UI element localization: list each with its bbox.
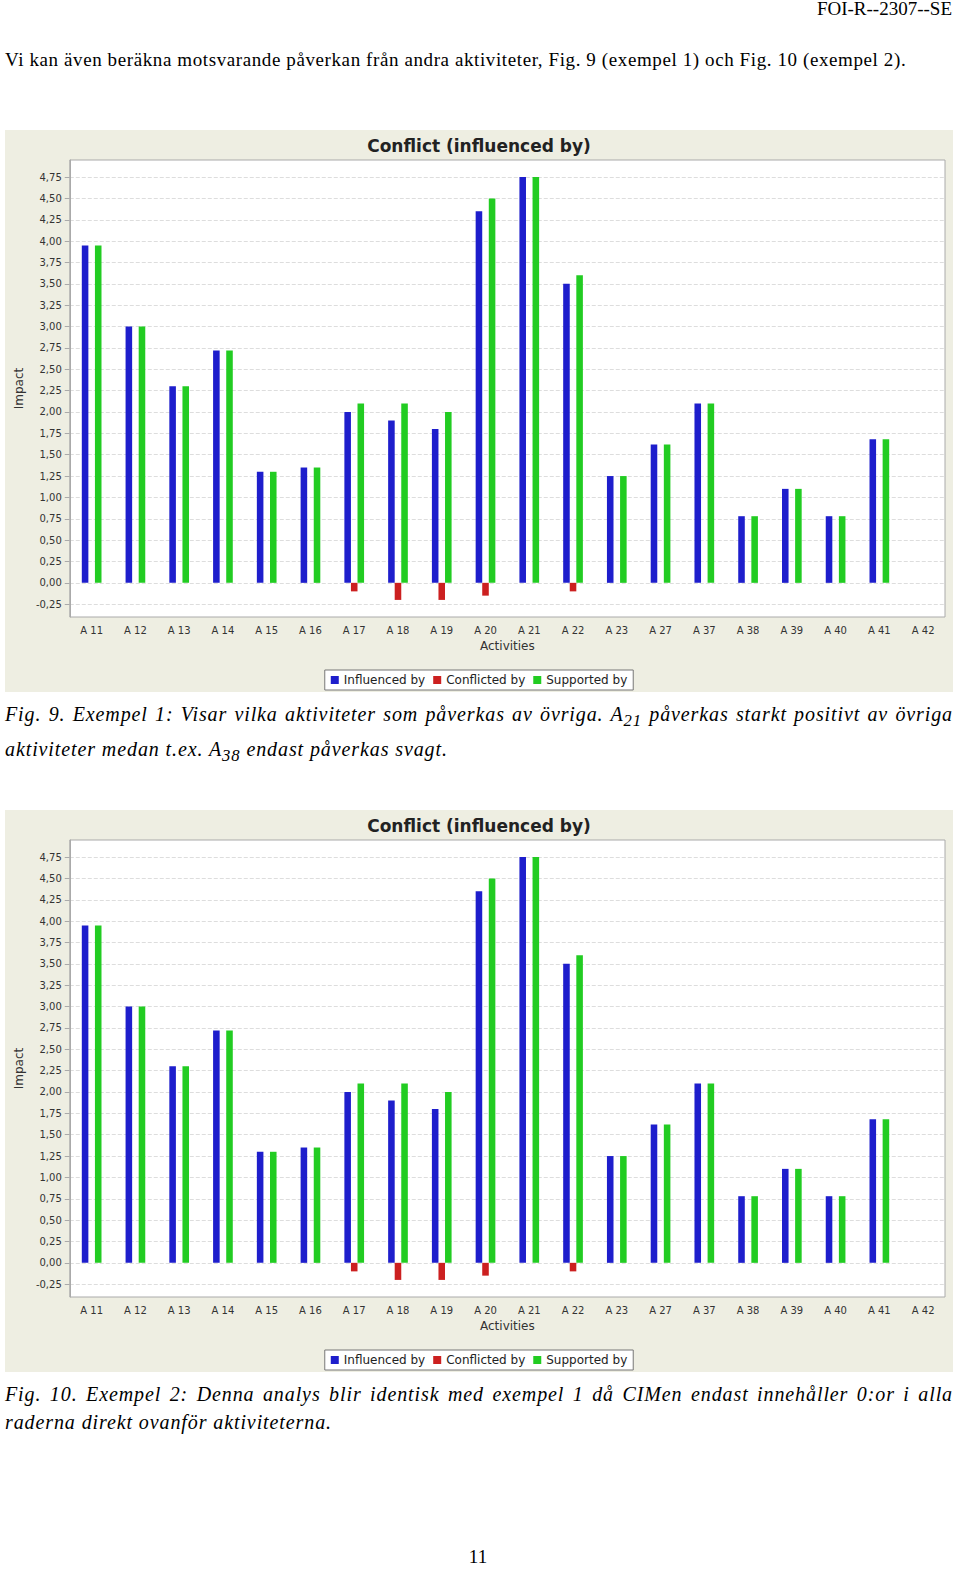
svg-text:0,50: 0,50	[40, 1215, 62, 1226]
svg-text:A 37: A 37	[693, 1305, 716, 1316]
svg-text:A 11: A 11	[80, 625, 103, 636]
svg-text:A 40: A 40	[824, 1305, 847, 1316]
svg-text:0,75: 0,75	[40, 1193, 62, 1204]
svg-text:Activities: Activities	[480, 1319, 535, 1333]
svg-text:4,75: 4,75	[40, 852, 62, 863]
svg-text:4,50: 4,50	[40, 193, 62, 204]
svg-text:2,75: 2,75	[40, 1022, 62, 1033]
svg-text:-0,25: -0,25	[36, 1279, 62, 1290]
svg-text:3,50: 3,50	[40, 958, 62, 969]
svg-text:Conflicted by: Conflicted by	[446, 1353, 525, 1367]
svg-text:0,25: 0,25	[40, 556, 62, 567]
svg-text:2,25: 2,25	[40, 385, 62, 396]
svg-text:1,25: 1,25	[40, 1151, 62, 1162]
svg-text:Influenced by: Influenced by	[344, 1353, 425, 1367]
svg-text:A 19: A 19	[430, 625, 453, 636]
svg-text:Conflict (influenced by): Conflict (influenced by)	[367, 136, 591, 156]
svg-text:4,50: 4,50	[40, 873, 62, 884]
svg-text:A 13: A 13	[168, 625, 191, 636]
svg-text:Conflicted by: Conflicted by	[446, 673, 525, 687]
svg-text:A 39: A 39	[780, 625, 803, 636]
svg-text:A 23: A 23	[605, 625, 628, 636]
svg-text:A 27: A 27	[649, 625, 672, 636]
svg-text:Impact: Impact	[12, 1047, 26, 1089]
svg-text:A 22: A 22	[562, 1305, 585, 1316]
svg-text:3,25: 3,25	[40, 980, 62, 991]
svg-text:1,00: 1,00	[40, 492, 62, 503]
svg-text:2,50: 2,50	[40, 364, 62, 375]
svg-text:3,75: 3,75	[40, 937, 62, 948]
svg-text:1,00: 1,00	[40, 1172, 62, 1183]
svg-text:1,50: 1,50	[40, 449, 62, 460]
svg-text:-0,25: -0,25	[36, 599, 62, 610]
svg-text:2,00: 2,00	[40, 1086, 62, 1097]
svg-text:Conflict (influenced by): Conflict (influenced by)	[367, 816, 591, 836]
svg-text:A 27: A 27	[649, 1305, 672, 1316]
svg-text:A 23: A 23	[605, 1305, 628, 1316]
svg-text:A 11: A 11	[80, 1305, 103, 1316]
svg-text:0,75: 0,75	[40, 513, 62, 524]
svg-text:Activities: Activities	[480, 639, 535, 653]
svg-text:3,00: 3,00	[40, 321, 62, 332]
html-text:Fig. 9. Exempel 1: Visar vilka: Fig. 9. Exempel 1: Visar vilka aktivitet…	[5, 703, 953, 765]
svg-text:0,25: 0,25	[40, 1236, 62, 1247]
svg-text:A 17: A 17	[343, 625, 366, 636]
svg-text:4,25: 4,25	[40, 894, 62, 905]
svg-text:1,50: 1,50	[40, 1129, 62, 1140]
svg-text:A 12: A 12	[124, 1305, 147, 1316]
svg-text:A 40: A 40	[824, 625, 847, 636]
svg-text:A 12: A 12	[124, 625, 147, 636]
html-text:11: 11	[468, 1546, 488, 1567]
svg-text:3,25: 3,25	[40, 300, 62, 311]
svg-text:A 14: A 14	[212, 625, 235, 636]
svg-text:Impact: Impact	[12, 367, 26, 409]
svg-text:0,50: 0,50	[40, 535, 62, 546]
svg-text:4,00: 4,00	[40, 236, 62, 247]
svg-text:A 39: A 39	[780, 1305, 803, 1316]
svg-text:4,75: 4,75	[40, 172, 62, 183]
svg-text:A 41: A 41	[868, 625, 891, 636]
svg-text:Influenced by: Influenced by	[344, 673, 425, 687]
svg-text:2,00: 2,00	[40, 406, 62, 417]
svg-text:3,00: 3,00	[40, 1001, 62, 1012]
svg-text:A 41: A 41	[868, 1305, 891, 1316]
html-text:Vi kan även beräkna motsvarand: Vi kan även beräkna motsvarande påverkan…	[5, 49, 907, 70]
svg-text:A 13: A 13	[168, 1305, 191, 1316]
svg-text:A 20: A 20	[474, 1305, 497, 1316]
svg-text:A 38: A 38	[737, 625, 760, 636]
svg-text:A 17: A 17	[343, 1305, 366, 1316]
svg-text:A 21: A 21	[518, 625, 541, 636]
html-text:Fig. 10. Exempel 2: Denna anal: Fig. 10. Exempel 2: Denna analys blir id…	[5, 1383, 953, 1433]
svg-text:1,25: 1,25	[40, 471, 62, 482]
svg-text:A 22: A 22	[562, 625, 585, 636]
svg-text:A 42: A 42	[912, 625, 935, 636]
svg-text:0,00: 0,00	[40, 1257, 62, 1268]
svg-text:1,75: 1,75	[40, 428, 62, 439]
svg-text:2,25: 2,25	[40, 1065, 62, 1076]
svg-text:A 19: A 19	[430, 1305, 453, 1316]
svg-text:1,75: 1,75	[40, 1108, 62, 1119]
svg-text:2,50: 2,50	[40, 1044, 62, 1055]
svg-text:A 21: A 21	[518, 1305, 541, 1316]
svg-text:0,00: 0,00	[40, 577, 62, 588]
svg-text:2,75: 2,75	[40, 342, 62, 353]
svg-text:3,75: 3,75	[40, 257, 62, 268]
svg-text:A 42: A 42	[912, 1305, 935, 1316]
svg-text:A 20: A 20	[474, 625, 497, 636]
svg-text:A 16: A 16	[299, 1305, 322, 1316]
svg-text:A 15: A 15	[255, 1305, 278, 1316]
svg-text:A 15: A 15	[255, 625, 278, 636]
svg-text:A 14: A 14	[212, 1305, 235, 1316]
svg-text:4,25: 4,25	[40, 214, 62, 225]
svg-text:Supported by: Supported by	[546, 1353, 627, 1367]
svg-text:A 16: A 16	[299, 625, 322, 636]
svg-text:Supported by: Supported by	[546, 673, 627, 687]
svg-text:4,00: 4,00	[40, 916, 62, 927]
svg-text:3,50: 3,50	[40, 278, 62, 289]
svg-text:A 38: A 38	[737, 1305, 760, 1316]
svg-text:A 18: A 18	[387, 1305, 410, 1316]
svg-text:A 37: A 37	[693, 625, 716, 636]
svg-text:A 18: A 18	[387, 625, 410, 636]
